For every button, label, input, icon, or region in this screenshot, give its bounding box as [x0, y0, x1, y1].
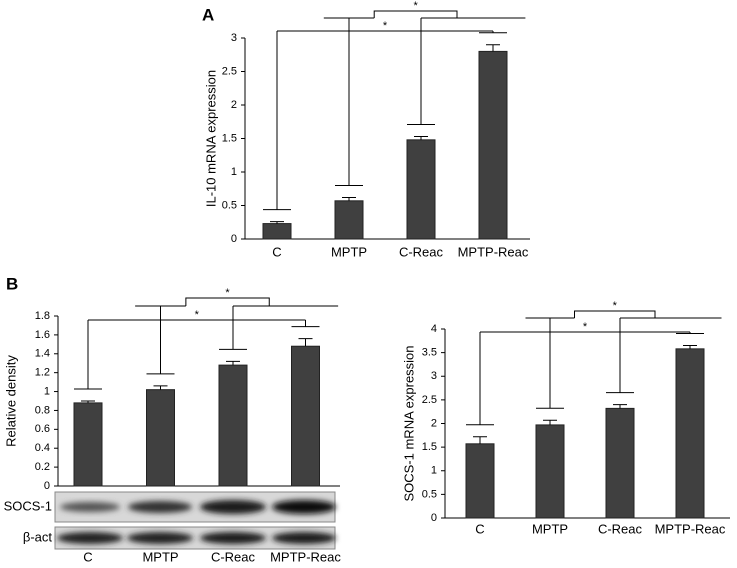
- x-tick-label: MPTP-Reac: [655, 521, 726, 536]
- bar: [465, 443, 495, 519]
- panel-label: B: [6, 274, 18, 293]
- error-bar: [473, 436, 487, 444]
- bar: [262, 223, 292, 240]
- significance: *: [583, 321, 588, 333]
- bar: [406, 139, 436, 240]
- y-tick-label: 0.8: [35, 404, 50, 416]
- y-tick-label: 0.2: [35, 461, 50, 473]
- significance: *: [613, 300, 618, 312]
- y-tick-label: 0.5: [422, 488, 437, 500]
- error-bar: [414, 135, 428, 140]
- y-tick-label: 1: [44, 385, 50, 397]
- bracket: [219, 306, 247, 350]
- error-bar: [543, 419, 557, 425]
- y-axis-label: Relative density: [3, 355, 18, 447]
- bracket: [74, 320, 102, 390]
- y-tick-label: 3.5: [422, 347, 437, 359]
- error-bar: [683, 345, 697, 349]
- y-tick-label: 2.5: [222, 65, 237, 77]
- y-tick-label: 1.5: [222, 132, 237, 144]
- y-tick-label: 0.5: [222, 199, 237, 211]
- significance: *: [383, 20, 388, 32]
- significance: *: [225, 287, 230, 299]
- significance: *: [413, 0, 418, 12]
- y-tick-label: 1: [431, 465, 437, 477]
- bracket: [185, 297, 270, 306]
- bar: [478, 50, 508, 240]
- bracket: [335, 18, 363, 186]
- y-tick-label: 2.5: [422, 394, 437, 406]
- y-axis-label: SOCS-1 mRNA expression: [401, 345, 416, 501]
- western-blot: [54, 491, 336, 550]
- bar: [535, 424, 565, 519]
- x-tick-label: MPTP-Reac: [270, 549, 341, 564]
- y-tick-label: 4: [431, 323, 437, 335]
- bar: [334, 200, 364, 240]
- blot-label: β-act: [23, 529, 53, 544]
- bar: [675, 348, 705, 519]
- y-tick-label: 1.4: [35, 348, 50, 360]
- panel-label: A: [202, 5, 214, 24]
- error-bar: [81, 400, 95, 403]
- y-tick-label: 1.2: [35, 367, 50, 379]
- x-tick-label: C-Reac: [399, 244, 444, 259]
- bracket: [407, 18, 435, 125]
- bracket: [606, 318, 634, 394]
- bar: [605, 407, 635, 519]
- y-tick-label: 2: [431, 417, 437, 429]
- x-tick-label: MPTP: [532, 521, 568, 536]
- y-tick-label: 0.4: [35, 442, 50, 454]
- bar: [218, 364, 248, 487]
- y-tick-label: 1.8: [35, 310, 50, 322]
- bracket: [263, 31, 291, 211]
- y-tick-label: 0: [231, 233, 237, 245]
- error-bar: [342, 196, 356, 201]
- bracket: [291, 320, 320, 328]
- error-bar: [298, 338, 313, 347]
- bar: [146, 389, 175, 487]
- y-tick-label: 0: [44, 480, 50, 492]
- x-tick-label: C: [475, 521, 484, 536]
- bracket: [373, 10, 458, 18]
- x-tick-label: MPTP: [331, 244, 367, 259]
- y-tick-label: 2: [231, 99, 237, 111]
- x-tick-label: C-Reac: [211, 549, 256, 564]
- bar: [73, 402, 103, 487]
- bracket: [536, 318, 564, 409]
- bracket: [574, 310, 656, 318]
- x-tick-label: MPTP-Reac: [458, 244, 529, 259]
- significance: *: [195, 309, 200, 321]
- y-axis-label: IL-10 mRNA expression: [203, 70, 218, 207]
- y-tick-label: 3: [231, 32, 237, 44]
- error-bar: [613, 404, 627, 409]
- error-bar: [270, 221, 284, 224]
- y-tick-label: 1.6: [35, 329, 50, 341]
- y-tick-label: 1.5: [422, 441, 437, 453]
- bar: [291, 345, 320, 487]
- bracket: [466, 332, 494, 426]
- blot-label: SOCS-1: [4, 498, 52, 513]
- y-tick-label: 3: [431, 370, 437, 382]
- error-bar: [226, 360, 240, 366]
- bracket: [146, 306, 175, 375]
- error-bar: [153, 385, 168, 390]
- y-tick-label: 0: [431, 512, 437, 524]
- y-tick-label: 0.6: [35, 423, 50, 435]
- x-tick-label: MPTP: [142, 549, 178, 564]
- x-tick-label: C: [272, 244, 281, 259]
- y-tick-label: 1: [231, 166, 237, 178]
- x-tick-label: C-Reac: [598, 521, 643, 536]
- x-tick-label: C: [83, 549, 92, 564]
- error-bar: [486, 44, 500, 52]
